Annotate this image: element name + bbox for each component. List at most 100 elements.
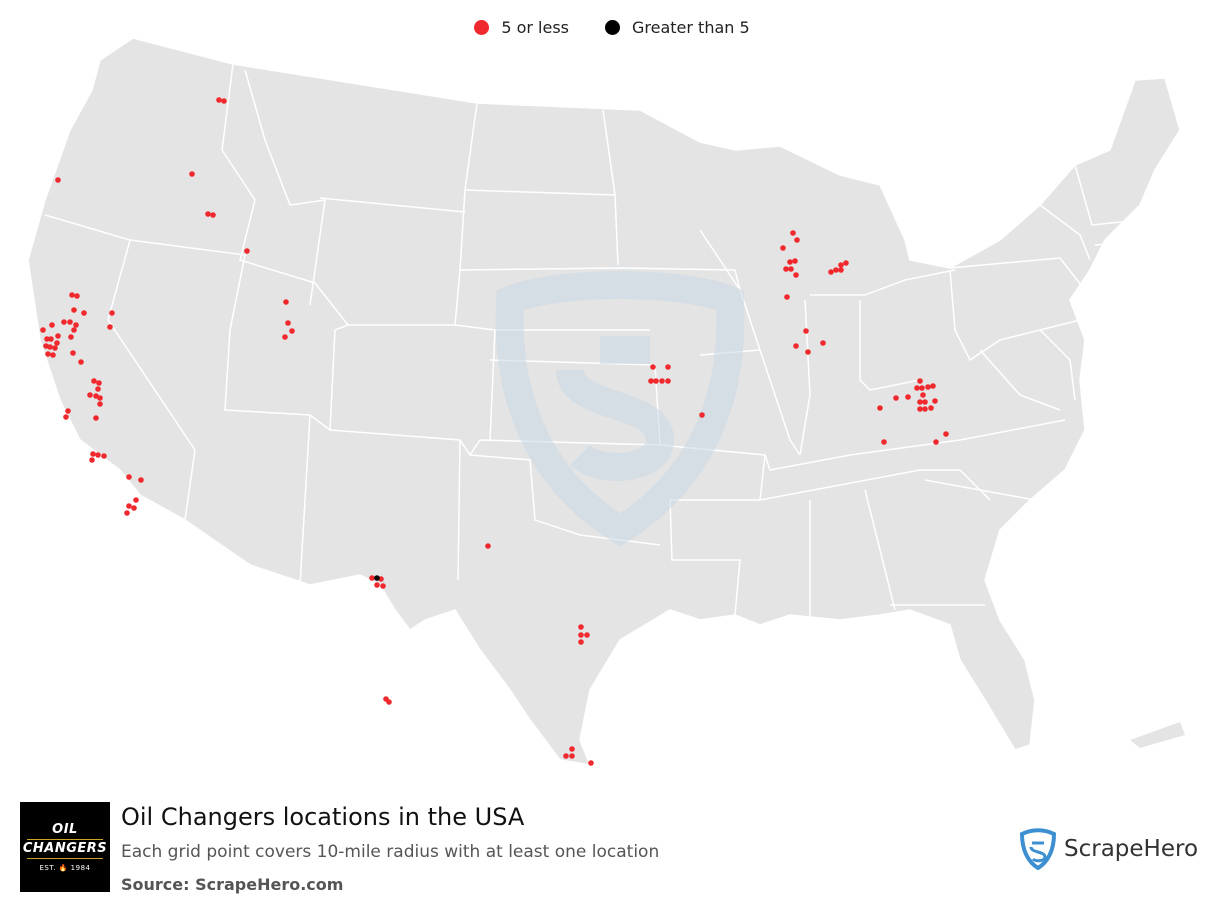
location-point-5-or-less [70, 350, 76, 356]
location-point-5-or-less [61, 319, 67, 325]
location-point-5-or-less [578, 624, 584, 630]
location-point-5-or-less [584, 632, 590, 638]
location-point-5-or-less [588, 760, 594, 766]
location-point-5-or-less [89, 457, 95, 463]
logo-line1: OIL [52, 821, 78, 837]
location-point-5-or-less [44, 336, 50, 342]
location-point-5-or-less [71, 307, 77, 313]
location-point-5-or-less [877, 405, 883, 411]
location-point-5-or-less [780, 245, 786, 251]
location-point-5-or-less [95, 386, 101, 392]
location-point-5-or-less [569, 753, 575, 759]
state-borders [44, 63, 1151, 620]
location-point-5-or-less [380, 583, 386, 589]
location-point-5-or-less [783, 266, 789, 272]
location-point-5-or-less [650, 364, 656, 370]
location-point-5-or-less [925, 384, 931, 390]
location-point-5-or-less [787, 259, 793, 265]
location-point-5-or-less [922, 399, 928, 405]
location-point-5-or-less [47, 344, 53, 350]
location-point-5-or-less [653, 378, 659, 384]
location-point-5-or-less [659, 378, 665, 384]
location-point-5-or-less [126, 474, 132, 480]
location-point-5-or-less [63, 414, 69, 420]
location-point-5-or-less [833, 267, 839, 273]
subtitle: Each grid point covers 10-mile radius wi… [121, 842, 660, 862]
location-point-5-or-less [932, 398, 938, 404]
location-point-5-or-less [54, 340, 60, 346]
location-point-5-or-less [563, 753, 569, 759]
logo-line3: EST. 🔥 1984 [39, 863, 91, 872]
location-points [40, 97, 949, 766]
location-point-5-or-less [40, 327, 46, 333]
location-point-5-or-less [386, 699, 392, 705]
location-point-5-or-less [805, 349, 811, 355]
location-point-5-or-less [107, 324, 113, 330]
legend: 5 or less Greater than 5 [0, 18, 1224, 37]
location-point-5-or-less [920, 392, 926, 398]
location-point-5-or-less [289, 328, 295, 334]
location-point-5-or-less [922, 406, 928, 412]
location-point-5-or-less [49, 322, 55, 328]
page-title: Oil Changers locations in the USA [121, 803, 525, 831]
location-point-5-or-less [138, 477, 144, 483]
usa-map [27, 37, 1185, 766]
location-point-5-or-less [917, 406, 923, 412]
footer: OIL CHANGERS EST. 🔥 1984 Oil Changers lo… [0, 795, 1224, 902]
location-point-5-or-less [55, 177, 61, 183]
location-point-5-or-less [48, 336, 54, 342]
location-point-5-or-less [930, 383, 936, 389]
location-point-5-or-less [933, 439, 939, 445]
red-dot-icon [474, 20, 490, 35]
location-point-5-or-less [205, 211, 211, 217]
location-point-5-or-less [803, 328, 809, 334]
location-point-5-or-less [665, 364, 671, 370]
location-point-5-or-less [943, 431, 949, 437]
location-point-5-or-less [838, 262, 844, 268]
location-point-5-or-less [131, 505, 137, 511]
location-point-5-or-less [96, 380, 102, 386]
location-point-5-or-less [65, 408, 71, 414]
location-point-5-or-less [788, 266, 794, 272]
location-point-5-or-less [67, 319, 73, 325]
location-point-5-or-less [216, 97, 222, 103]
location-point-5-or-less [87, 392, 93, 398]
location-point-5-or-less [699, 412, 705, 418]
location-point-5-or-less [881, 439, 887, 445]
location-point-5-or-less [283, 299, 289, 305]
location-point-5-or-less [68, 334, 74, 340]
location-point-5-or-less [838, 267, 844, 273]
location-point-5-or-less [784, 294, 790, 300]
location-point-5-or-less [828, 269, 834, 275]
location-point-5-or-less [74, 293, 80, 299]
location-point-5-or-less [90, 451, 96, 457]
legend-item-greater-than-5: Greater than 5 [605, 18, 750, 37]
location-point-5-or-less [893, 395, 899, 401]
legend-label: Greater than 5 [632, 18, 750, 37]
location-point-5-or-less [221, 98, 227, 104]
location-point-5-or-less [78, 359, 84, 365]
location-point-5-or-less [55, 333, 61, 339]
location-point-5-or-less [374, 582, 380, 588]
location-point-5-or-less [97, 401, 103, 407]
location-point-5-or-less [917, 399, 923, 405]
legend-item-5-or-less: 5 or less [474, 18, 569, 37]
location-point-5-or-less [81, 310, 87, 316]
location-point-5-or-less [905, 394, 911, 400]
watermark-shield [495, 271, 745, 547]
scrapehero-brand: ScrapeHero [1018, 828, 1198, 870]
location-point-5-or-less [124, 510, 130, 516]
location-point-5-or-less [50, 352, 56, 358]
legend-label: 5 or less [501, 18, 569, 37]
location-point-5-or-less [794, 237, 800, 243]
location-point-5-or-less [648, 378, 654, 384]
location-point-5-or-less [285, 320, 291, 326]
location-point-5-or-less [244, 248, 250, 254]
location-point-5-or-less [793, 272, 799, 278]
scrapehero-shield-icon [1019, 828, 1057, 870]
location-point-5-or-less [69, 292, 75, 298]
black-dot-icon [605, 20, 620, 35]
location-point-5-or-less [792, 258, 798, 264]
location-point-5-or-less [73, 322, 79, 328]
location-point-5-or-less [189, 171, 195, 177]
